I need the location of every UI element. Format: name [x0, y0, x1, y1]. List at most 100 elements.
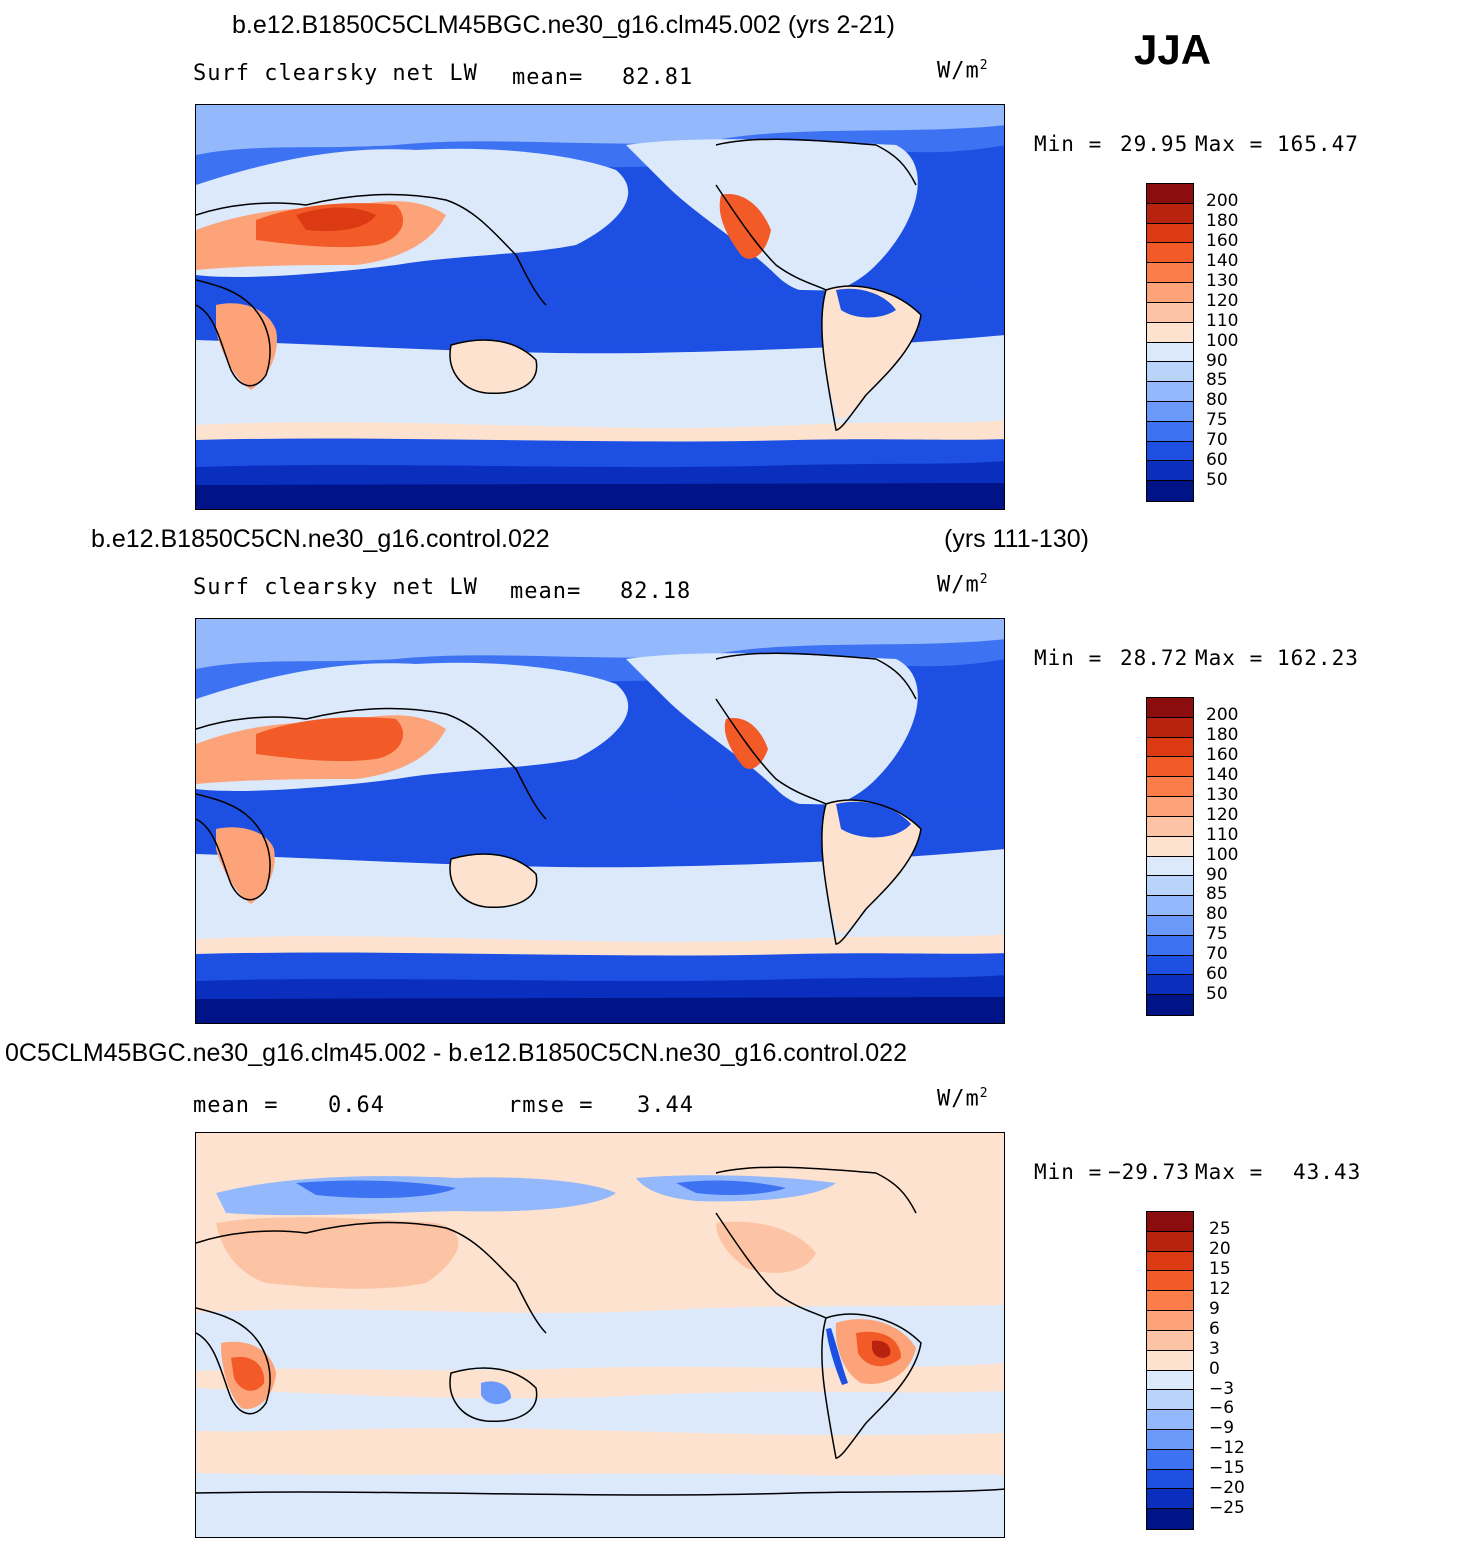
colorbar-cell [1147, 203, 1193, 224]
colorbar-cell [1147, 995, 1193, 1015]
colorbar-tick-label: 80 [1206, 904, 1228, 925]
season-label: JJA [1134, 26, 1212, 73]
units-exponent: 2 [979, 1086, 989, 1101]
colorbar-cell [1147, 1509, 1193, 1529]
colorbar-cells [1147, 184, 1193, 501]
colorbar-tick-label: −12 [1209, 1438, 1245, 1459]
panel2-mean-label: mean= [510, 579, 582, 604]
colorbar-cell [1147, 184, 1193, 204]
map-field-difference [196, 1133, 1004, 1537]
colorbar-cell [1147, 816, 1193, 837]
colorbar-cell [1147, 1311, 1193, 1331]
colorbar-tick-label: 75 [1206, 410, 1228, 431]
colorbar-tick-label: 180 [1206, 210, 1239, 231]
colorbar-tick-label: 0 [1209, 1358, 1220, 1379]
colorbar-cell [1147, 955, 1193, 976]
panel3-rmse-label: rmse = [508, 1093, 594, 1118]
panel2-title: b.e12.B1850C5CN.ne30_g16.control.022 [91, 525, 550, 553]
colorbar-cell [1147, 876, 1193, 897]
colorbar-cells [1147, 698, 1193, 1015]
panel3-min-value: −29.73 [1108, 1160, 1190, 1184]
colorbar-cell [1147, 461, 1193, 482]
colorbar-cell [1147, 975, 1193, 996]
colorbar-tick-label: 70 [1206, 430, 1228, 451]
colorbar-tick-label: 180 [1206, 724, 1239, 745]
colorbar-cell [1147, 915, 1193, 936]
panel3-mean-label: mean = [193, 1093, 279, 1118]
colorbar-cell [1147, 1489, 1193, 1510]
colorbar-cell [1147, 421, 1193, 442]
colorbar-cell [1147, 737, 1193, 758]
colorbar-cell [1147, 1271, 1193, 1292]
colorbar-cell [1147, 401, 1193, 422]
colorbar-cell [1147, 263, 1193, 284]
units-text: W/m [937, 572, 980, 598]
panel1-map [195, 104, 1005, 510]
panel3-units: W/m2 [937, 1086, 989, 1111]
panel1-variable: Surf clearsky net LW [193, 61, 478, 86]
colorbar-tick-label: 200 [1206, 705, 1239, 725]
colorbar-tick-label: −6 [1209, 1398, 1235, 1419]
colorbar-tick-label: 80 [1206, 390, 1228, 411]
panel3-rmse-value: 3.44 [637, 1093, 694, 1118]
colorbar-tick-label: 120 [1206, 804, 1239, 825]
units-text: W/m [937, 58, 980, 84]
colorbar-tick-label: 120 [1206, 290, 1239, 311]
colorbar-tick-label: 100 [1206, 844, 1239, 865]
colorbar-cell [1147, 1370, 1193, 1391]
panel3-min-label: Min = [1034, 1160, 1103, 1184]
colorbar-cell [1147, 1410, 1193, 1430]
colorbar-tick-label: 75 [1206, 924, 1228, 945]
panel1-title: b.e12.B1850C5CLM45BGC.ne30_g16.clm45.002… [232, 11, 895, 39]
panel3-max-value: 43.43 [1293, 1160, 1362, 1184]
panel2-min-value: 28.72 [1120, 646, 1189, 670]
colorbar-tick-label: 12 [1209, 1278, 1231, 1299]
panel1-max-label: Max = [1195, 132, 1264, 156]
colorbar-cell [1147, 836, 1193, 857]
colorbar-cell [1147, 1330, 1193, 1351]
colorbar-tick-label: 85 [1206, 370, 1228, 391]
colorbar-tick-label: 3 [1209, 1338, 1220, 1359]
colorbar-tick-label: 110 [1206, 824, 1239, 845]
colorbar-cell [1147, 698, 1193, 718]
colorbar-tick-label: 60 [1206, 964, 1228, 985]
colorbar-cell [1147, 342, 1193, 363]
colorbar-cells [1147, 1212, 1193, 1529]
units-text: W/m [937, 1086, 980, 1112]
units-exponent: 2 [979, 58, 989, 73]
colorbar-tick-label: 15 [1209, 1258, 1231, 1279]
panel3-mean-value: 0.64 [328, 1093, 385, 1118]
colorbar-tick-label: 130 [1206, 270, 1239, 291]
colorbar-tick-label: 9 [1209, 1298, 1220, 1319]
panel2-colorbar [1146, 697, 1194, 1016]
colorbar-cell [1147, 322, 1193, 343]
colorbar-cell [1147, 797, 1193, 817]
colorbar-cell [1147, 1390, 1193, 1411]
colorbar-tick-label: 130 [1206, 784, 1239, 805]
panel1-min-value: 29.95 [1120, 132, 1189, 156]
panel2-units: W/m2 [937, 572, 989, 597]
colorbar-cell [1147, 1429, 1193, 1450]
panel2-max-value: 162.23 [1277, 646, 1359, 670]
colorbar-cell [1147, 302, 1193, 323]
panel3-title: 0C5CLM45BGC.ne30_g16.clm45.002 - b.e12.B… [5, 1039, 907, 1067]
panel3-colorbar [1146, 1211, 1194, 1530]
panel1-mean-label: mean= [512, 65, 584, 90]
units-exponent: 2 [979, 572, 989, 587]
colorbar-cell [1147, 935, 1193, 956]
colorbar-cell [1147, 1251, 1193, 1272]
colorbar-tick-label: 50 [1206, 984, 1228, 1005]
colorbar-tick-label: −9 [1209, 1418, 1235, 1439]
colorbar-cell [1147, 441, 1193, 462]
panel2-map [195, 618, 1005, 1024]
panel2-mean-value: 82.18 [620, 579, 692, 604]
panel1-max-value: 165.47 [1277, 132, 1359, 156]
colorbar-tick-label: 60 [1206, 450, 1228, 471]
colorbar-cell [1147, 1350, 1193, 1371]
colorbar-tick-label: 160 [1206, 230, 1239, 251]
panel2-years: (yrs 111-130) [944, 525, 1089, 553]
panel2-min-label: Min = [1034, 646, 1103, 670]
colorbar-tick-label: 25 [1209, 1219, 1231, 1239]
colorbar-cell [1147, 717, 1193, 738]
colorbar-cell [1147, 896, 1193, 916]
